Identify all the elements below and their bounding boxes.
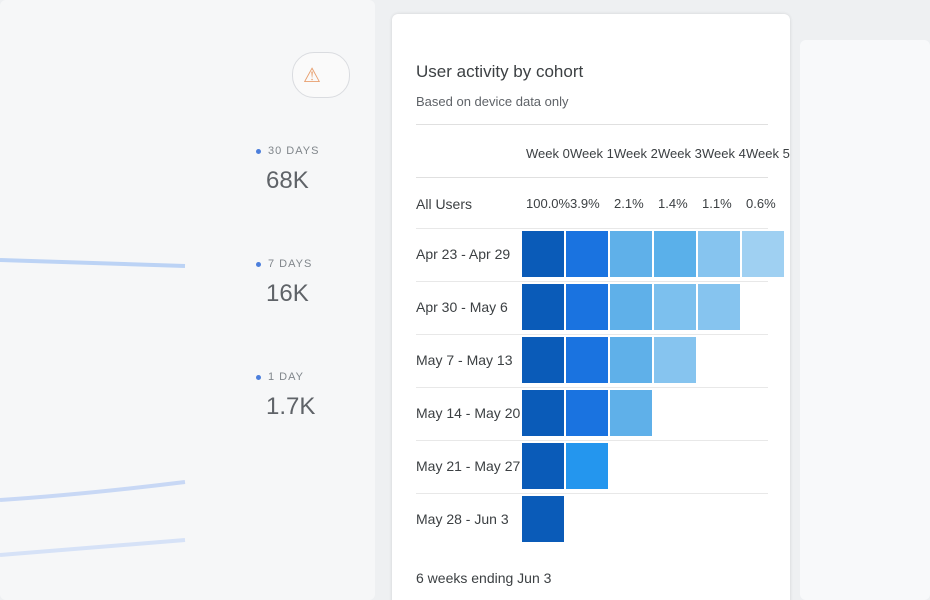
column-header: Week 0 bbox=[526, 146, 570, 161]
summary-label: 30 DAYS bbox=[268, 145, 320, 157]
cohort-cell bbox=[654, 337, 696, 383]
column-header: Week 4 bbox=[702, 146, 746, 161]
column-header: Week 3 bbox=[658, 146, 702, 161]
series-line bbox=[0, 480, 186, 502]
percent-cell: 100.0% bbox=[526, 196, 571, 211]
cohort-cell bbox=[654, 231, 696, 277]
row-label: Apr 30 - May 6 bbox=[416, 299, 508, 315]
percent-cell: 0.6% bbox=[746, 196, 776, 211]
cohort-cell bbox=[610, 337, 652, 383]
summary-label: 1 DAY bbox=[268, 371, 304, 383]
alert-icon: ⚠ bbox=[303, 65, 321, 87]
summary-dot bbox=[256, 149, 261, 154]
cohort-cell bbox=[522, 390, 564, 436]
summary-value: 16K bbox=[266, 280, 309, 307]
cohort-cell bbox=[742, 231, 784, 277]
cohort-cell bbox=[566, 337, 608, 383]
percent-cell: 2.1% bbox=[614, 196, 644, 211]
row-label: May 7 - May 13 bbox=[416, 352, 513, 368]
summary-dot bbox=[256, 262, 261, 267]
card-title: User activity by cohort bbox=[416, 62, 584, 81]
percent-cell: 1.4% bbox=[658, 196, 688, 211]
row-divider bbox=[416, 228, 768, 229]
cohort-cell bbox=[522, 231, 564, 277]
cohort-cell bbox=[654, 284, 696, 330]
row-divider bbox=[416, 281, 768, 282]
left-panel bbox=[0, 0, 375, 600]
summary-dot bbox=[256, 375, 261, 380]
series-line bbox=[0, 538, 186, 557]
card-footer: 6 weeks ending Jun 3 bbox=[416, 570, 552, 586]
row-divider bbox=[416, 493, 768, 494]
cohort-cell bbox=[566, 284, 608, 330]
divider bbox=[416, 124, 768, 125]
summary-value: 68K bbox=[266, 167, 309, 194]
cohort-cell bbox=[522, 443, 564, 489]
line-chart-fragment bbox=[0, 258, 186, 557]
row-label: May 28 - Jun 3 bbox=[416, 511, 509, 527]
cohort-cell bbox=[522, 284, 564, 330]
cohort-cell bbox=[698, 284, 740, 330]
row-label: May 21 - May 27 bbox=[416, 458, 521, 474]
column-header: Week 1 bbox=[570, 146, 614, 161]
card-subtitle: Based on device data only bbox=[416, 94, 569, 109]
alert-button[interactable]: ⚠ bbox=[292, 52, 350, 98]
cohort-cell bbox=[610, 231, 652, 277]
column-header: Week 5 bbox=[746, 146, 790, 161]
right-panel bbox=[800, 40, 930, 600]
row-divider bbox=[416, 177, 768, 178]
cohort-cell bbox=[566, 443, 608, 489]
cohort-cell bbox=[698, 231, 740, 277]
cohort-cell bbox=[610, 390, 652, 436]
summary-label: 7 DAYS bbox=[268, 258, 313, 270]
column-header: Week 2 bbox=[614, 146, 658, 161]
row-label: May 14 - May 20 bbox=[416, 405, 521, 421]
row-divider bbox=[416, 334, 768, 335]
cohort-cell bbox=[566, 390, 608, 436]
cohort-cell bbox=[522, 496, 564, 542]
cohort-cell bbox=[566, 231, 608, 277]
cohort-card: User activity by cohort Based on device … bbox=[392, 14, 790, 600]
percent-cell: 1.1% bbox=[702, 196, 732, 211]
series-line bbox=[0, 258, 186, 268]
row-divider bbox=[416, 387, 768, 388]
row-label: All Users bbox=[416, 196, 473, 212]
cohort-cell bbox=[610, 284, 652, 330]
summary-value: 1.7K bbox=[266, 393, 316, 420]
row-divider bbox=[416, 440, 768, 441]
percent-cell: 3.9% bbox=[570, 196, 600, 211]
cohort-cell bbox=[522, 337, 564, 383]
row-label: Apr 23 - Apr 29 bbox=[416, 246, 511, 262]
